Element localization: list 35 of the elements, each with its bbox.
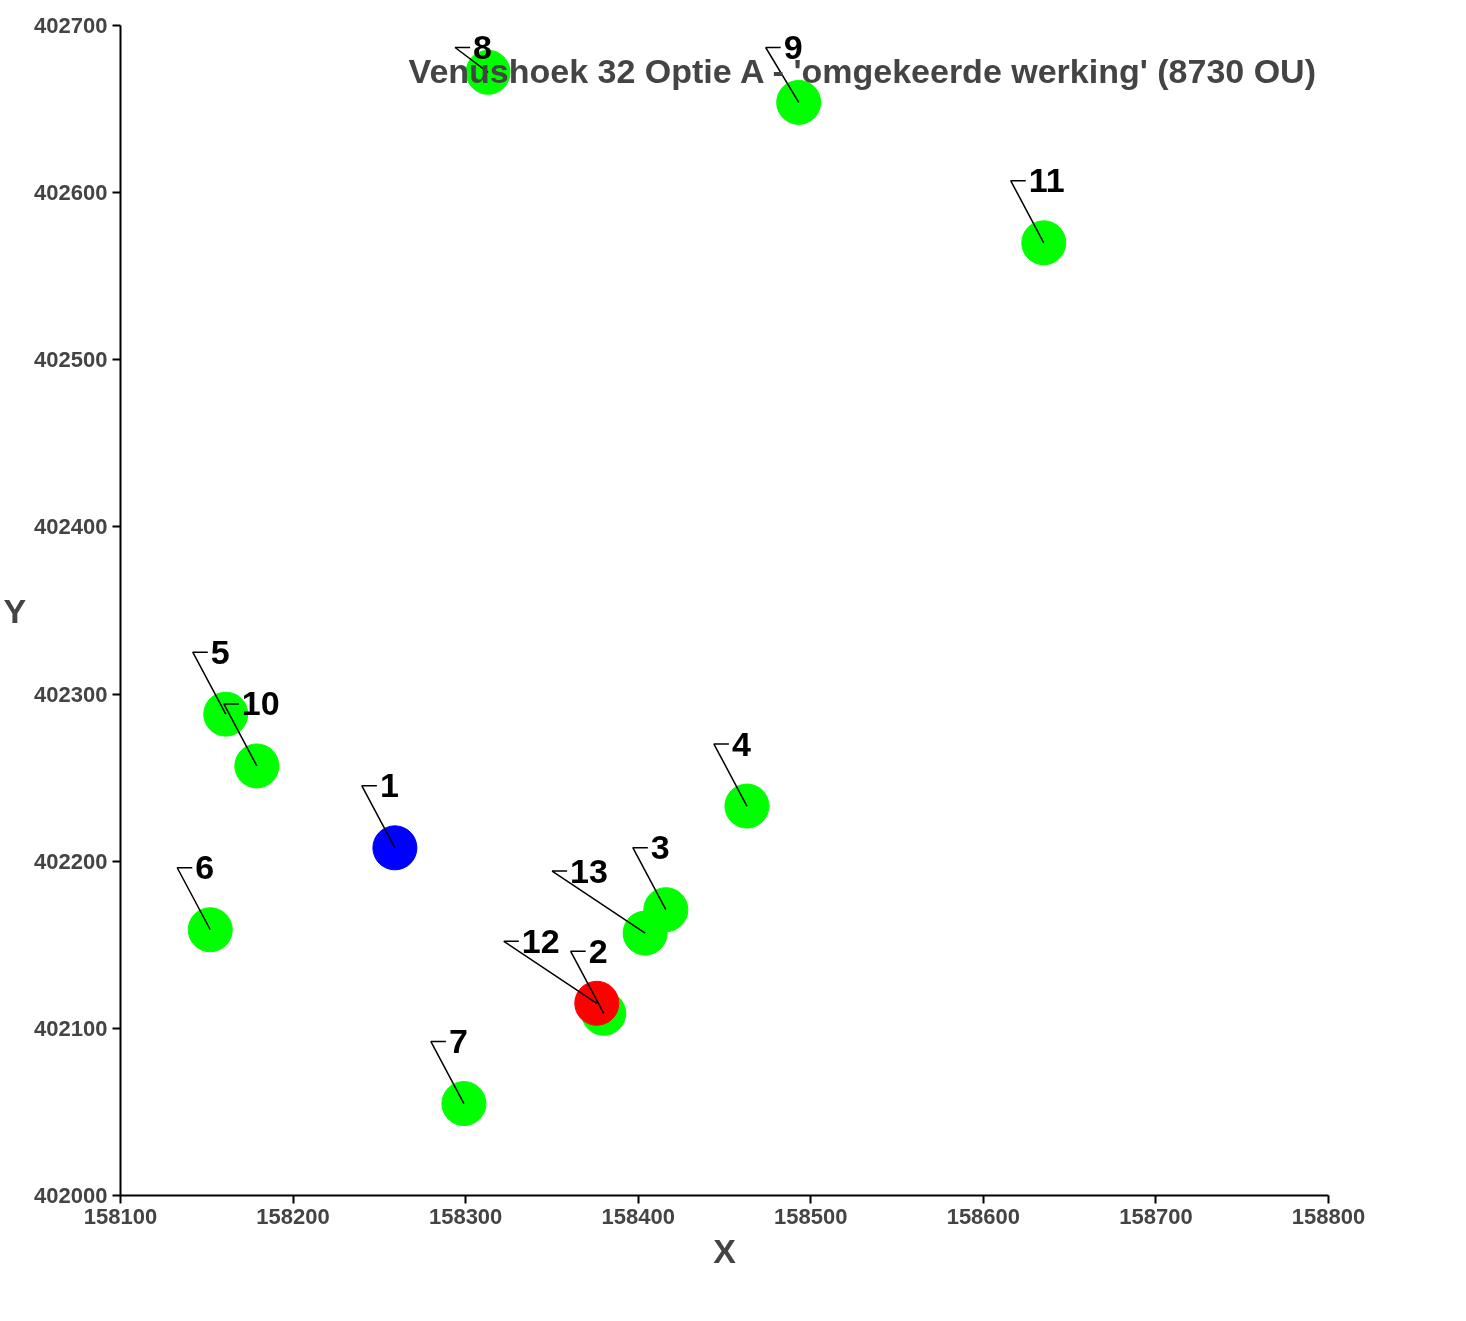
annotation: 4 [731,724,751,763]
y-tick-label: 402300 [34,681,108,707]
y-tick-label: 402100 [34,1015,108,1041]
x-tick-label: 158200 [256,1203,330,1229]
point [187,907,233,953]
annotation: 1 [379,766,399,805]
annotation: 6 [195,848,215,887]
annotation: 13 [570,851,608,890]
point [372,825,418,871]
y-axis-title: Y [3,591,27,630]
annotation: 7 [448,1022,468,1061]
y-tick-label: 402600 [34,180,108,206]
annotation: 3 [650,828,670,867]
x-tick-label: 158700 [1119,1203,1193,1229]
annotation: 10 [241,684,280,723]
y-tick-label: 402400 [34,514,108,540]
point [441,1081,487,1127]
y-tick-label: 402700 [34,13,108,38]
x-tick-label: 158600 [946,1203,1021,1229]
x-tick-label: 158300 [428,1203,503,1229]
point [1021,220,1067,266]
x-tick-label: 158500 [774,1203,848,1229]
point [622,910,668,956]
y-tick-label: 402500 [34,347,108,373]
x-tick-label: 158800 [1291,1203,1366,1229]
point [234,743,280,789]
annotation: 12 [521,921,560,960]
y-tick-label: 402200 [34,848,108,874]
point [574,980,620,1026]
annotation: 11 [1028,161,1065,200]
annotation: 5 [210,632,230,671]
x-tick-label: 158400 [601,1203,675,1229]
x-axis-title: X [713,1231,737,1270]
annotation: 2 [588,931,608,970]
point [724,783,770,829]
